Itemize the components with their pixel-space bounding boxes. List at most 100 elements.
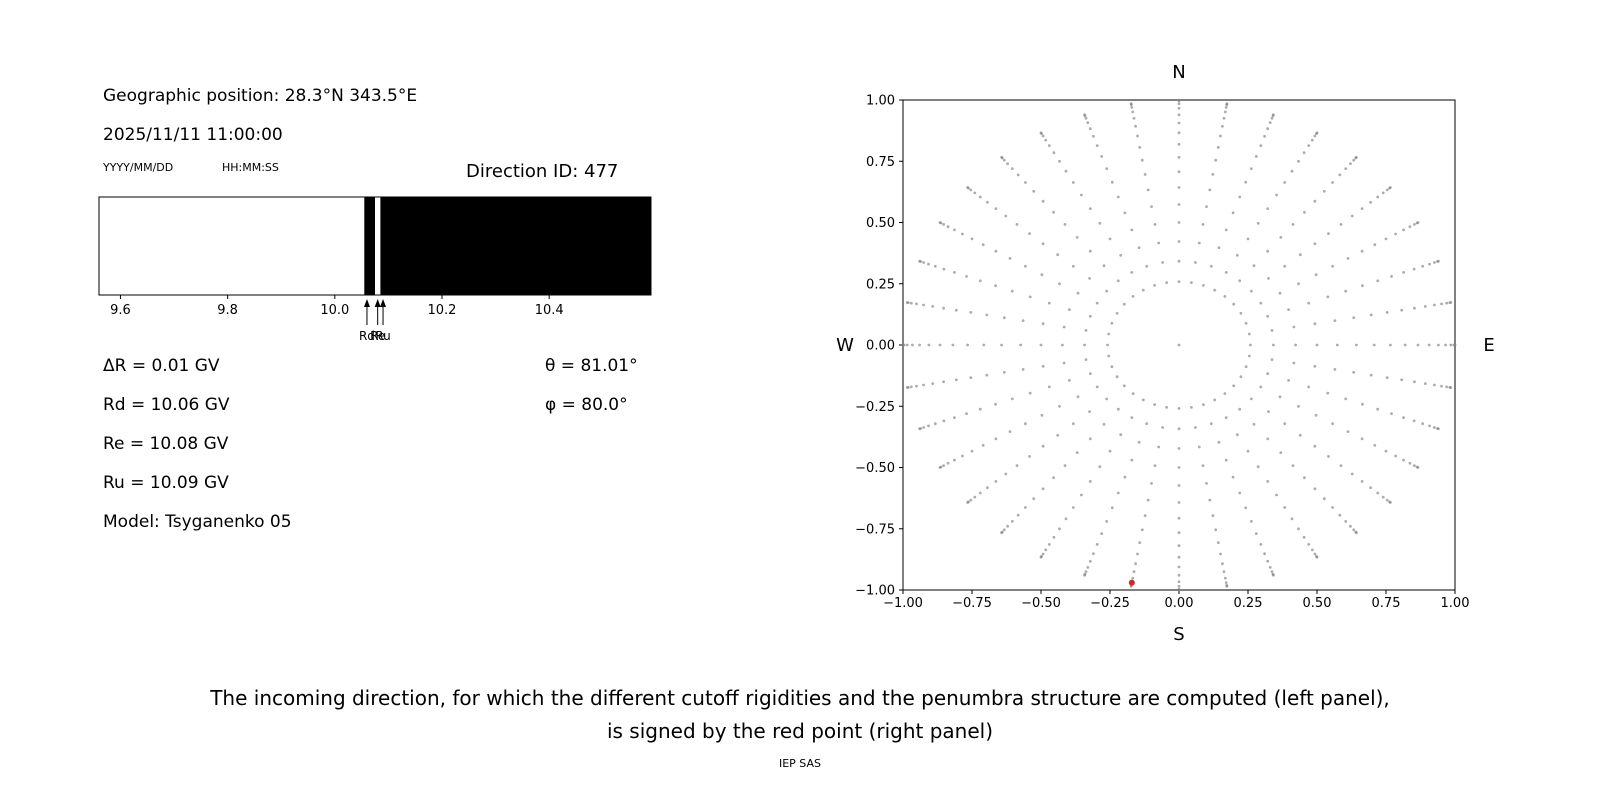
direction-grid-point — [1106, 343, 1109, 347]
direction-grid-point — [1413, 223, 1416, 226]
direction-grid-point — [1433, 261, 1436, 264]
direction-grid-point — [1047, 385, 1051, 389]
direction-grid-point — [1252, 422, 1256, 426]
direction-grid-point — [966, 343, 969, 347]
penumbra-x-tick-label: 9.8 — [217, 303, 238, 318]
direction-grid-point — [1314, 273, 1318, 277]
direction-grid-point — [1217, 246, 1221, 250]
direction-grid-point — [1315, 131, 1319, 135]
direction-grid-point — [1084, 570, 1088, 574]
direction-grid-point — [905, 386, 909, 389]
direction-grid-point — [1071, 181, 1075, 184]
direction-grid-point — [1213, 288, 1217, 292]
direction-grid-point — [982, 343, 986, 347]
direction-grid-point — [1355, 531, 1358, 535]
direction-grid-point — [1333, 319, 1337, 322]
direction-grid-point — [1449, 301, 1453, 304]
direction-grid-point — [1136, 134, 1139, 138]
direction-grid-point — [994, 284, 997, 288]
direction-grid-point — [1290, 517, 1294, 521]
direction-grid-point — [965, 412, 968, 415]
direction-grid-point — [1385, 498, 1389, 502]
direction-grid-point — [1041, 134, 1045, 138]
direction-grid-point — [1024, 422, 1027, 426]
direction-grid-point — [1287, 308, 1290, 311]
direction-grid-point — [1032, 189, 1036, 193]
map-x-tick-label: −0.50 — [1021, 596, 1061, 611]
direction-grid-point — [1024, 506, 1027, 509]
direction-grid-point — [1137, 246, 1141, 250]
direction-grid-point — [1197, 445, 1201, 449]
direction-grid-point — [911, 343, 914, 347]
direction-grid-point — [1095, 543, 1099, 546]
direction-grid-point — [1223, 392, 1227, 395]
direction-grid-point — [1177, 427, 1181, 431]
direction-grid-point — [1202, 403, 1205, 406]
direction-grid-point — [1129, 102, 1133, 106]
direction-grid-point — [1267, 410, 1270, 413]
direction-grid-point — [1211, 514, 1215, 517]
direction-grid-point — [973, 191, 977, 195]
direction-grid-point — [1177, 588, 1181, 592]
direction-grid-point — [1408, 461, 1412, 465]
direction-grid-point — [1352, 316, 1356, 320]
direction-grid-point — [931, 305, 935, 308]
direction-grid-point — [1346, 430, 1350, 433]
direction-grid-point — [1313, 364, 1317, 368]
direction-grid-point — [1209, 264, 1213, 268]
direction-grid-point — [1219, 552, 1222, 556]
direction-grid-point — [1249, 343, 1252, 347]
direction-grid-point — [1402, 416, 1405, 419]
direction-grid-point — [1214, 528, 1218, 532]
direction-grid-point — [1376, 407, 1380, 411]
direction-grid-point — [1390, 412, 1393, 415]
direction-grid-point — [1076, 291, 1080, 295]
direction-grid-point — [1310, 548, 1314, 552]
credit-label: IEP SAS — [778, 757, 822, 770]
direction-grid-point — [1008, 257, 1012, 260]
phi-value: φ = 80.0° — [545, 395, 628, 415]
direction-grid-point — [1224, 228, 1228, 232]
direction-grid-point — [986, 486, 989, 490]
direction-grid-point — [1394, 454, 1397, 458]
direction-grid-point — [1213, 398, 1217, 402]
map-y-tick-label: −0.25 — [855, 400, 895, 415]
direction-grid-point — [1275, 193, 1278, 197]
direction-grid-point — [1130, 271, 1134, 274]
direction-grid-point — [1161, 426, 1164, 429]
direction-grid-point — [1032, 497, 1036, 501]
direction-grid-point — [1105, 520, 1109, 523]
direction-grid-point — [985, 313, 989, 317]
direction-grid-point — [1153, 464, 1157, 467]
direction-grid-point — [1024, 264, 1027, 268]
direction-grid-point — [1044, 138, 1048, 142]
direction-grid-point — [1100, 155, 1104, 158]
direction-grid-point — [981, 243, 985, 247]
direction-grid-point — [1040, 413, 1044, 417]
direction-grid-point — [1244, 321, 1248, 325]
direction-grid-point — [1088, 437, 1092, 441]
direction-grid-point — [1339, 464, 1343, 467]
direction-grid-point — [922, 383, 925, 387]
model-label: Model: Tsyganenko 05 — [103, 512, 292, 532]
direction-grid-point — [1132, 570, 1136, 574]
direction-grid-point — [933, 422, 937, 426]
direction-grid-point — [1039, 343, 1043, 347]
direction-grid-point — [1098, 465, 1102, 469]
direction-grid-point — [1326, 295, 1330, 299]
direction-grid-point — [1140, 158, 1144, 162]
direction-grid-point — [1313, 552, 1317, 556]
direction-grid-point — [1292, 361, 1296, 365]
direction-grid-point — [1338, 173, 1342, 177]
direction-grid-point — [1157, 241, 1161, 245]
direction-id-label: Direction ID: 477 — [466, 161, 619, 182]
direction-grid-point — [1177, 516, 1181, 520]
direction-grid-point — [1385, 311, 1389, 314]
direction-grid-point — [1177, 106, 1181, 110]
direction-grid-point — [1100, 532, 1104, 535]
direction-grid-point — [1266, 207, 1270, 211]
direction-grid-point — [1064, 517, 1068, 521]
penumbra-x-tick-label: 10.2 — [428, 303, 457, 318]
direction-grid-point — [1302, 535, 1306, 539]
direction-grid-point — [1252, 264, 1256, 268]
